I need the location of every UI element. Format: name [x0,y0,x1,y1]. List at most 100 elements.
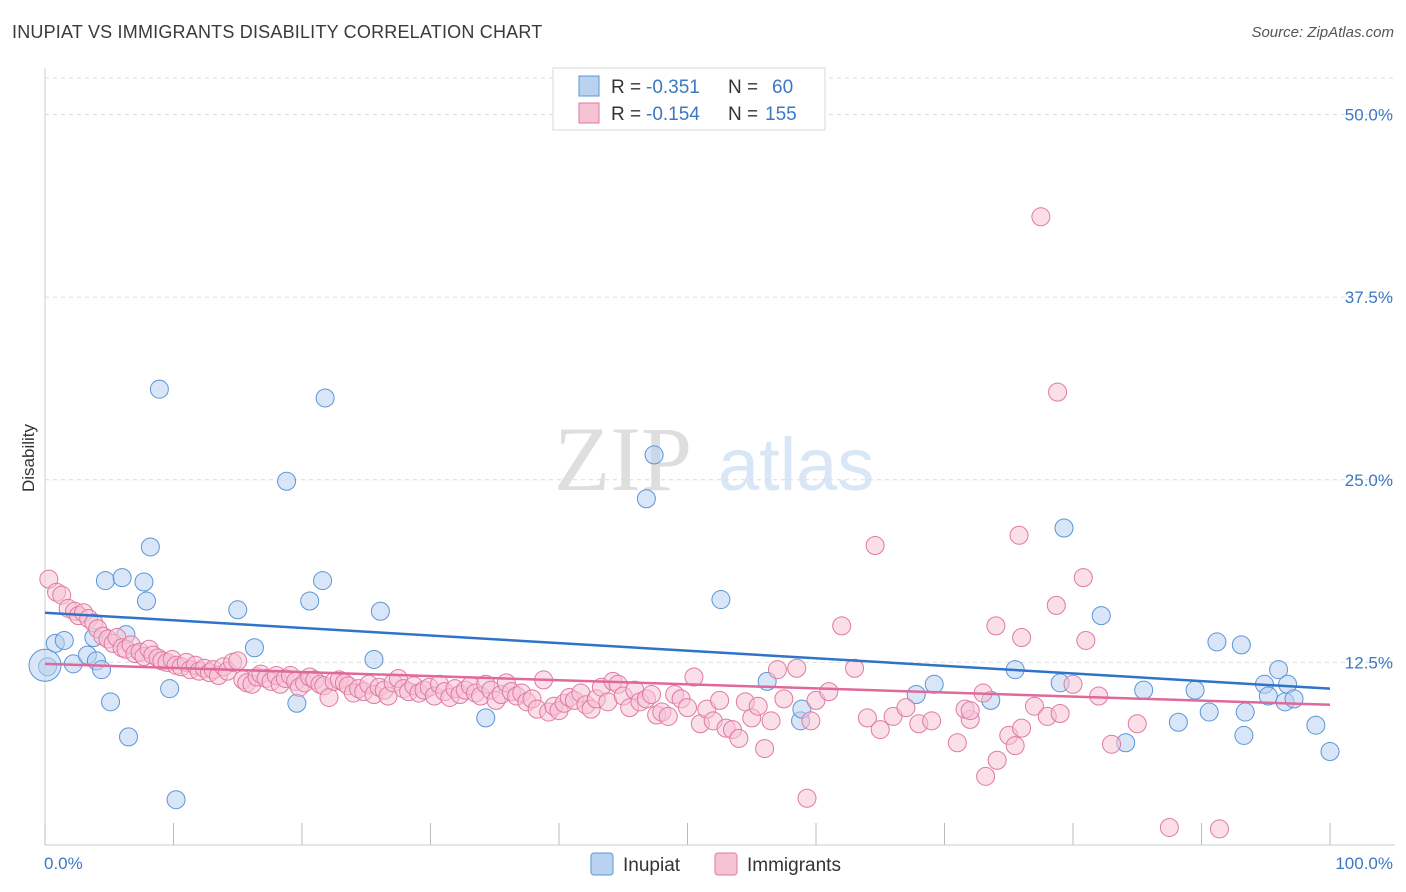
point-inupiat [1234,725,1254,745]
point-inupiat [149,379,169,399]
point-inupiat [315,388,335,408]
point-immigrants [774,689,794,709]
data-points [28,207,1340,839]
point-immigrants [987,750,1007,770]
point-immigrants [658,706,678,726]
point-inupiat [1168,712,1188,732]
trend-line-inupiat [44,611,1331,690]
point-immigrants [819,682,839,702]
y-tick-label: 25.0% [1345,471,1393,490]
x-tick-label-max: 100.0% [1335,854,1393,873]
bottom-legend-swatch-inupiat [590,852,614,876]
point-immigrants [1127,714,1147,734]
point-inupiat [101,692,121,712]
watermark-zip: ZIP [554,408,692,510]
point-inupiat [228,600,248,620]
point-immigrants [1046,595,1066,615]
point-immigrants [896,698,916,718]
point-inupiat [1284,689,1304,709]
point-inupiat [1235,702,1255,722]
legend-swatch-immigrants [578,102,600,124]
point-inupiat [1269,660,1289,680]
point-inupiat [1306,715,1326,735]
point-immigrants [761,711,781,731]
point-immigrants [319,687,339,707]
point-immigrants [845,658,865,678]
point-immigrants [1102,734,1122,754]
point-inupiat [370,601,390,621]
point-immigrants [1063,674,1083,694]
point-immigrants [832,616,852,636]
point-immigrants [755,739,775,759]
point-inupiat [95,571,115,591]
legend-n-value-1: 60 [772,77,793,98]
point-immigrants [1009,525,1029,545]
point-inupiat [924,674,944,694]
point-inupiat [1258,686,1278,706]
point-inupiat [137,591,157,611]
point-immigrants [684,667,704,687]
point-inupiat [1091,606,1111,626]
bottom-legend-label-inupiat: Inupiat [623,855,681,876]
source-credit: Source: ZipAtlas.com [1251,24,1394,41]
point-immigrants [748,696,768,716]
point-inupiat [1054,518,1074,538]
point-inupiat [54,630,74,650]
point-inupiat [119,727,139,747]
point-inupiat [476,708,496,728]
gridlines [45,77,1395,663]
legend-n-label-2: N = [728,104,758,125]
point-inupiat [112,568,132,588]
y-tick-label: 37.5% [1345,288,1393,307]
point-immigrants [797,788,817,808]
trend-line-immigrants [44,662,1331,706]
legend-n-label-1: N = [728,77,758,98]
point-immigrants [1012,628,1032,648]
point-immigrants [801,711,821,731]
point-inupiat [160,679,180,699]
point-inupiat [244,638,264,658]
point-immigrants [976,766,996,786]
point-inupiat [1185,680,1205,700]
point-inupiat [364,649,384,669]
point-immigrants [922,711,942,731]
point-immigrants [787,658,807,678]
point-inupiat [166,790,186,810]
point-inupiat [313,571,333,591]
point-inupiat [1134,680,1154,700]
point-immigrants [729,728,749,748]
y-tick-label: 50.0% [1345,106,1393,125]
x-tick-label-min: 0.0% [44,854,83,873]
y-tick-label: 12.5% [1345,653,1393,672]
point-inupiat [140,537,160,557]
point-inupiat [1320,741,1340,761]
point-immigrants [857,708,877,728]
axes [44,68,1395,846]
stats-legend: R = -0.351 N = 60 R = -0.154 N = 155 [552,67,826,131]
point-immigrants [642,685,662,705]
point-inupiat [300,591,320,611]
point-immigrants [1159,817,1179,837]
legend-r-label-1: R = [611,77,641,98]
point-inupiat [277,471,297,491]
point-immigrants [678,698,697,718]
point-inupiat [287,693,307,713]
point-immigrants [1048,382,1068,402]
chart-title: INUPIAT VS IMMIGRANTS DISABILITY CORRELA… [12,22,543,42]
point-inupiat [1207,632,1227,652]
point-inupiat [711,590,731,610]
bottom-legend-label-immigrants: Immigrants [747,855,841,876]
legend-r-value-2: -0.154 [646,104,700,125]
point-immigrants [767,660,787,680]
point-immigrants [986,616,1006,636]
point-inupiat [1231,635,1251,655]
point-immigrants [1073,568,1093,588]
point-inupiat [636,489,656,509]
tick-labels: 12.5% 25.0% 37.5% 50.0% 0.0% 100.0% [44,106,1393,873]
series-legend: Inupiat Immigrants [590,852,841,876]
point-immigrants [870,720,890,740]
point-immigrants [1031,207,1051,227]
watermark-atlas: atlas [718,423,874,506]
point-immigrants [1076,630,1096,650]
